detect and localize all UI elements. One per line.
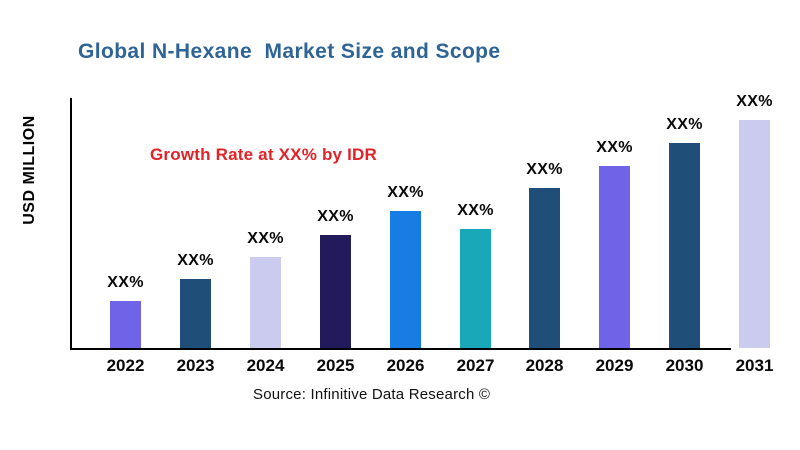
x-tick-2026: 2026 — [386, 356, 425, 375]
bar-value-label-2031: XX% — [736, 93, 773, 110]
x-tick-2022: 2022 — [106, 356, 145, 375]
bar-2022 — [110, 301, 141, 348]
bar-2028 — [529, 188, 560, 348]
bar-2023 — [180, 279, 211, 348]
bar-value-label-2028: XX% — [526, 161, 563, 178]
y-axis-label: USD MILLION — [21, 115, 38, 225]
bar-2027 — [460, 229, 491, 348]
bar-value-label-2029: XX% — [596, 139, 633, 156]
bar-2025 — [320, 235, 351, 348]
bar-value-label-2023: XX% — [177, 252, 214, 269]
bar-value-label-2024: XX% — [247, 230, 284, 247]
bar-2030 — [669, 143, 700, 348]
bar-2031 — [739, 120, 770, 348]
x-tick-2023: 2023 — [176, 356, 215, 375]
x-tick-2025: 2025 — [316, 356, 355, 375]
x-tick-2030: 2030 — [665, 356, 704, 375]
source-attribution: Source: Infinitive Data Research © — [253, 386, 491, 403]
x-tick-2027: 2027 — [456, 356, 495, 375]
x-tick-2029: 2029 — [595, 356, 634, 375]
bar-value-label-2026: XX% — [387, 184, 424, 201]
bar-value-label-2030: XX% — [666, 116, 703, 133]
chart-title: Global N-Hexane Market Size and Scope — [78, 40, 501, 63]
x-tick-2028: 2028 — [525, 356, 564, 375]
y-axis-line — [70, 98, 72, 350]
x-tick-2024: 2024 — [246, 356, 285, 375]
growth-rate-annotation: Growth Rate at XX% by IDR — [150, 145, 377, 164]
bar-value-label-2022: XX% — [107, 274, 144, 291]
bar-2026 — [390, 211, 421, 348]
bar-2029 — [599, 166, 630, 348]
x-tick-2031: 2031 — [735, 356, 774, 375]
x-axis-line — [70, 348, 731, 350]
bar-value-label-2025: XX% — [317, 208, 354, 225]
bar-value-label-2027: XX% — [457, 202, 494, 219]
bar-2024 — [250, 257, 281, 348]
